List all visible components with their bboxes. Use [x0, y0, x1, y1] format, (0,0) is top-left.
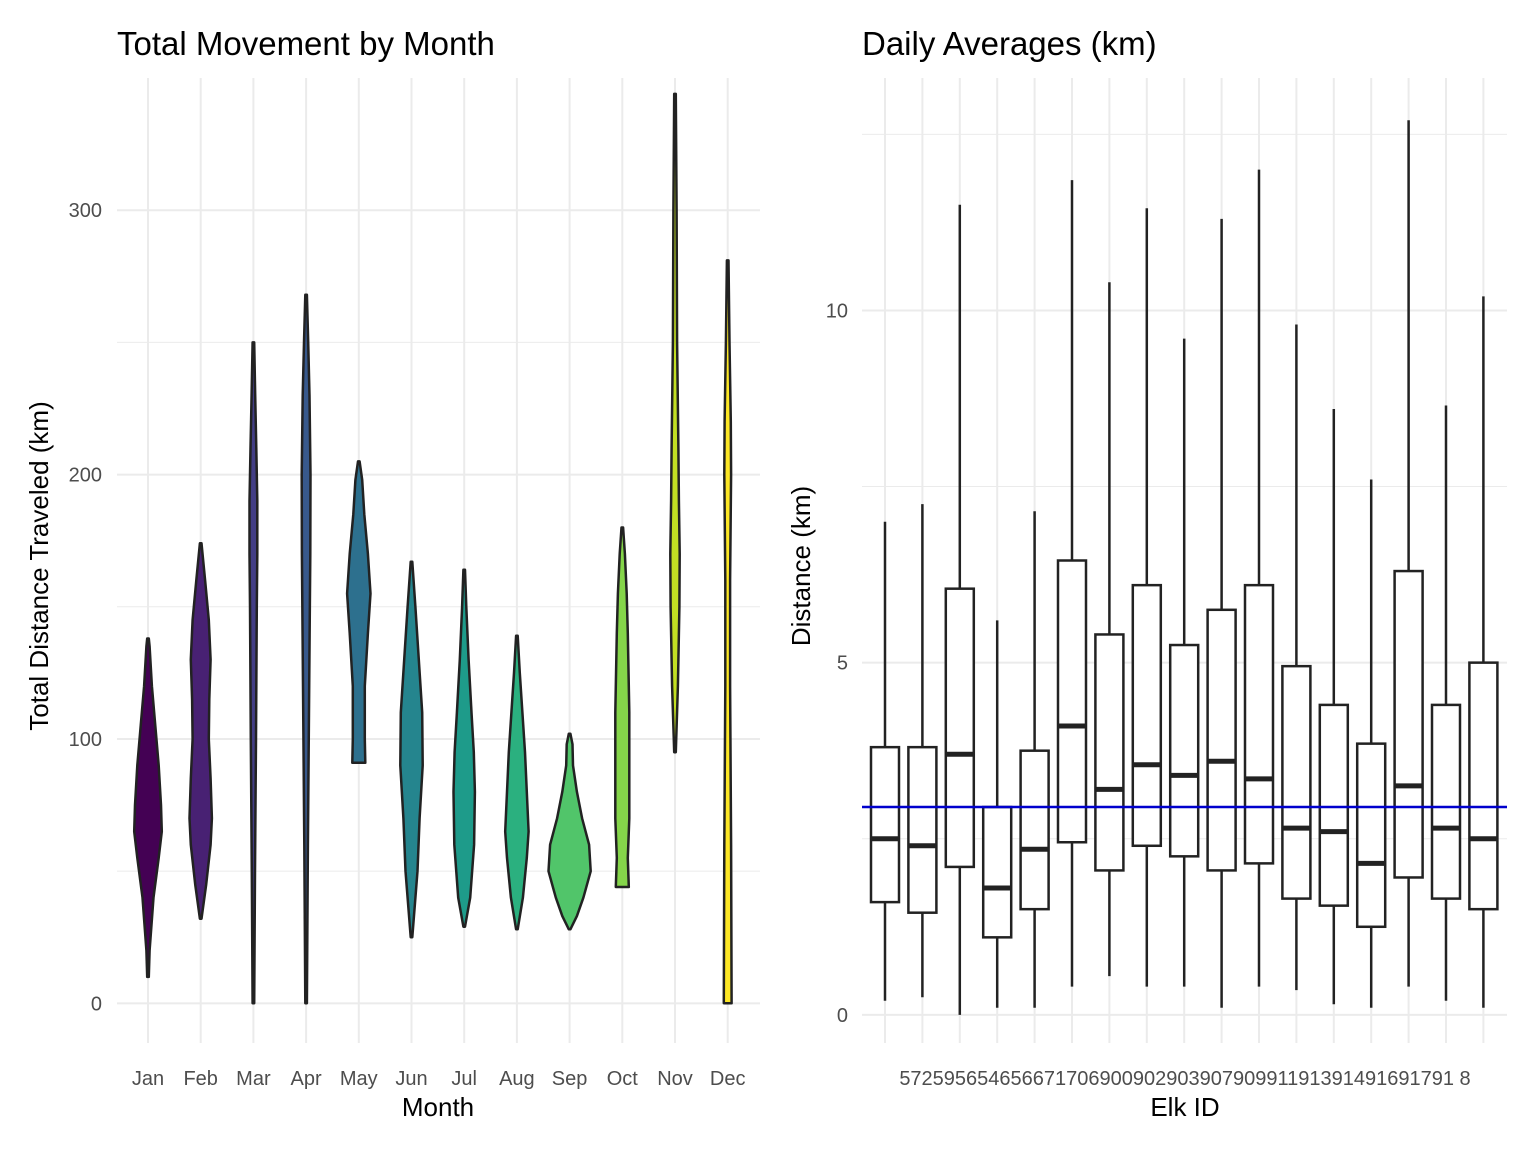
box-iqr [869, 745, 901, 904]
left-x-tick-label: Jan [132, 1068, 164, 1090]
right-chart-title: Daily Averages (km) [862, 25, 1157, 62]
box-iqr [1206, 608, 1237, 872]
box-iqr [1094, 633, 1125, 872]
left-x-tick-label: Nov [657, 1068, 693, 1090]
boxplot-909 [1243, 169, 1275, 987]
right-y-tick-label: 10 [826, 300, 848, 322]
boxplot-656 [981, 620, 1013, 1008]
left-x-tick-label: Apr [291, 1068, 322, 1090]
box-iqr [1281, 664, 1312, 900]
boxplot-911 [1281, 324, 1312, 991]
violin-dec [722, 259, 733, 1005]
left-y-tick-label: 300 [69, 200, 102, 222]
violin-may [345, 460, 372, 765]
left-y-tick-label: 0 [91, 993, 102, 1015]
left-x-tick-label: Feb [183, 1068, 217, 1090]
left-x-tick-label: Mar [236, 1068, 271, 1090]
boxplot-903 [1168, 338, 1200, 987]
right-x-axis-title: Elk ID [1150, 1092, 1219, 1122]
boxplot-907 [1206, 218, 1237, 1008]
violin-aug [503, 634, 530, 931]
violin-oct [614, 526, 631, 889]
box-iqr [1131, 583, 1163, 848]
boxplot-706 [1056, 180, 1088, 987]
boxplot-913 [1318, 409, 1350, 1005]
boxplot-671 [1019, 511, 1050, 1008]
box-iqr [1056, 559, 1088, 844]
boxplot-917 [1430, 405, 1462, 1001]
left-x-tick-label: Jul [451, 1068, 477, 1090]
box-iqr [1019, 749, 1050, 911]
boxplot-654 [944, 204, 976, 1015]
left-x-tick-label: Aug [499, 1068, 535, 1090]
boxplot-900 [1094, 282, 1125, 977]
left-chart-title: Total Movement by Month [117, 25, 495, 62]
violin-apr [300, 293, 312, 1005]
boxplot-572 [869, 521, 901, 1001]
right-y-tick-labels: 0 5 10 [826, 300, 848, 1026]
boxplot-902 [1131, 208, 1163, 987]
left-y-tick-labels: 0 100 200 300 [69, 200, 102, 1015]
box-iqr [907, 745, 938, 914]
left-y-tick-label: 200 [69, 465, 102, 487]
left-x-tick-label: May [340, 1068, 378, 1090]
violin-feb [188, 542, 214, 920]
left-y-axis-title: Total Distance Traveled (km) [24, 401, 54, 730]
violin-nov [669, 92, 681, 754]
boxplot-914 [1355, 479, 1387, 1008]
right-boxplots [869, 120, 1499, 1015]
box-iqr [1243, 583, 1275, 865]
boxplot-916 [1393, 120, 1424, 987]
violin-sep [547, 732, 592, 931]
left-x-tick-label: Oct [607, 1068, 639, 1090]
box-iqr [1468, 661, 1499, 911]
box-iqr [1355, 742, 1387, 929]
boxplot-595 [907, 504, 938, 998]
violin-mar [248, 341, 259, 1005]
boxplot-918 [1468, 296, 1499, 1008]
left-x-tick-labels: Jan Feb Mar Apr May Jun Jul Aug Sep Oct Nov Dec [132, 1068, 746, 1090]
box-iqr [1393, 569, 1424, 879]
right-x-tick-labels: 5725956546566717069009029039079099119139… [899, 1068, 1470, 1090]
violin-jul [452, 568, 477, 928]
box-iqr [944, 587, 976, 869]
box-iqr [1168, 643, 1200, 858]
violin-jan [132, 637, 164, 979]
left-y-tick-label: 100 [69, 729, 102, 751]
left-x-tick-label: Sep [552, 1068, 588, 1090]
left-x-tick-label: Dec [710, 1068, 746, 1090]
left-violins [132, 92, 733, 1005]
box-chart-panel: 0 5 10 57259565465667170690090290390790991… [786, 25, 1507, 1122]
box-iqr [1430, 703, 1462, 900]
right-y-axis-title: Distance (km) [786, 486, 816, 646]
left-gridlines [117, 78, 760, 1043]
right-y-tick-label: 0 [837, 1005, 848, 1027]
left-x-tick-label: Jun [395, 1068, 427, 1090]
left-x-axis-title: Month [402, 1092, 474, 1122]
right-y-tick-label: 5 [837, 653, 848, 675]
box-iqr [1318, 703, 1350, 907]
violin-jun [399, 560, 424, 939]
box-iqr [981, 805, 1013, 939]
violin-chart-panel: 0 100 200 300 Jan Feb Mar Apr May Jun Jul Aug Sep Oc… [24, 25, 760, 1122]
